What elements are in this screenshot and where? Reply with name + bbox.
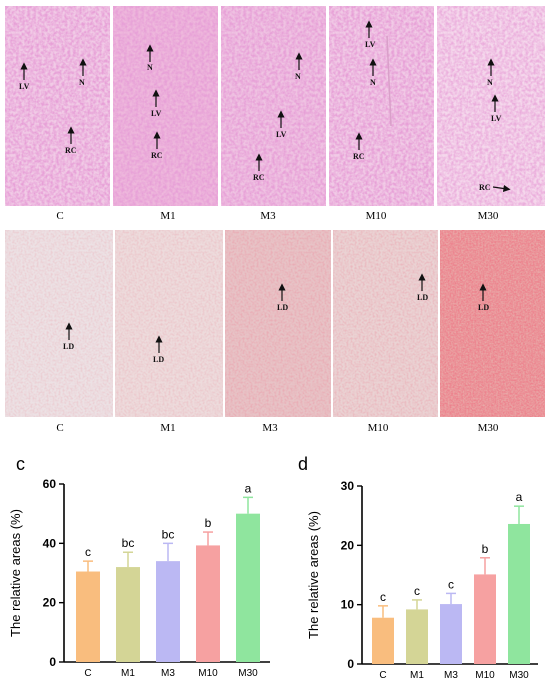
x-tick-label-d: M30	[509, 670, 529, 681]
significance-letter-d: c	[448, 577, 454, 591]
chart-c: 0 20 40 60 The relative areas (%) c Cbc M1 bc M3 b…	[8, 477, 270, 679]
oro-image-m3: LD	[225, 230, 331, 417]
x-tick-label-d: M10	[475, 670, 495, 681]
he-label-rc-m3: RC	[253, 173, 265, 182]
x-tick-label-c: C	[84, 668, 91, 679]
he-label-rc-c: RC	[65, 146, 77, 155]
bar-c	[116, 567, 140, 662]
bar-c	[196, 545, 220, 662]
significance-letter-c: bc	[122, 536, 135, 550]
oro-caption-m10: M10	[367, 422, 389, 434]
oro-caption-m30: M30	[477, 422, 499, 434]
oro-label-ld-m3: LD	[277, 303, 289, 312]
oro-image-c: LD	[5, 230, 113, 417]
he-label-n-c: N	[79, 78, 85, 87]
he-caption-m1: M1	[160, 210, 176, 222]
oro-image-m30: LD	[440, 230, 545, 417]
bar-c	[236, 513, 260, 662]
x-tick-label-c: M1	[121, 668, 135, 679]
y-tick-label-d: 20	[341, 538, 355, 552]
oro-label-ld-m1: LD	[153, 355, 165, 364]
oro-image-m1: LD	[115, 230, 223, 417]
he-label-lv-m1: LV	[151, 109, 162, 118]
y-tick-label-c: 0	[49, 655, 56, 669]
significance-letter-c: c	[85, 545, 91, 559]
bar-c	[76, 571, 100, 662]
significance-letter-d: b	[482, 542, 489, 556]
y-axis-label-d: The relative areas (%)	[306, 511, 321, 639]
he-image-m10: LV N RC	[329, 6, 434, 206]
he-label-n-m3: N	[295, 72, 301, 81]
y-tick-label-c: 20	[43, 596, 57, 610]
significance-letter-c: bc	[162, 527, 175, 541]
oro-image-m10: LD	[333, 230, 438, 417]
y-tick-label-d: 10	[341, 598, 355, 612]
x-tick-label-c: M10	[198, 668, 218, 679]
he-caption-c: C	[56, 210, 64, 222]
he-label-n-m1: N	[147, 63, 153, 72]
he-label-n-m10: N	[370, 78, 376, 87]
he-caption-m30: M30	[477, 210, 499, 222]
bar-d	[474, 574, 496, 664]
he-label-lv-c: LV	[19, 82, 30, 91]
he-image-c: LV N RC	[5, 6, 110, 206]
significance-letter-c: a	[245, 481, 252, 495]
oro-caption-c: C	[56, 422, 64, 434]
he-label-rc-m30: RC	[479, 183, 491, 192]
x-tick-label-c: M30	[238, 668, 258, 679]
y-axis-label-c: The relative areas (%)	[8, 509, 23, 637]
bar-d	[406, 609, 428, 664]
panel-b-strip: LD LD LD LD LD	[5, 230, 545, 417]
he-caption-m3: M3	[260, 210, 276, 222]
oro-label-ld-m10: LD	[417, 293, 429, 302]
chart-d: 0 10 20 30 The relative areas (%) c Cc M1 c M3 b M1…	[306, 479, 538, 681]
bar-d	[440, 604, 462, 664]
y-tick-label-d: 0	[347, 657, 354, 671]
x-tick-label-d: M1	[410, 670, 424, 681]
panel-c-letter: c	[16, 454, 25, 474]
bar-d	[508, 523, 530, 664]
x-tick-label-c: M3	[161, 668, 175, 679]
x-tick-label-d: M3	[444, 670, 458, 681]
he-label-rc-m1: RC	[151, 151, 163, 160]
significance-letter-d: c	[414, 584, 420, 598]
oro-label-ld-m30: LD	[478, 303, 490, 312]
oro-caption-m3: M3	[262, 422, 278, 434]
he-image-m3: N LV RC	[221, 6, 326, 206]
oro-label-ld-c: LD	[63, 342, 75, 351]
y-tick-label-c: 40	[43, 536, 57, 550]
y-tick-label-c: 60	[43, 477, 57, 491]
bar-d	[372, 617, 394, 664]
he-label-lv-m30: LV	[491, 114, 502, 123]
he-image-m30: N LV RC	[437, 6, 545, 206]
panel-a-strip: LV N RC N LV RC N LV RC LV	[5, 6, 545, 206]
he-caption-m10: M10	[365, 210, 387, 222]
significance-letter-d: c	[380, 590, 386, 604]
he-label-rc-m10: RC	[353, 152, 365, 161]
significance-letter-d: a	[516, 490, 523, 504]
he-label-lv-m10: LV	[365, 40, 376, 49]
significance-letter-c: b	[205, 516, 212, 530]
panel-d-letter: d	[298, 454, 308, 474]
bar-c	[156, 561, 180, 662]
x-tick-label-d: C	[379, 670, 386, 681]
y-tick-label-d: 30	[341, 479, 355, 493]
oro-caption-m1: M1	[160, 422, 176, 434]
he-label-lv-m3: LV	[276, 130, 287, 139]
he-label-n-m30: N	[487, 78, 493, 87]
he-image-m1: N LV RC	[113, 6, 218, 206]
